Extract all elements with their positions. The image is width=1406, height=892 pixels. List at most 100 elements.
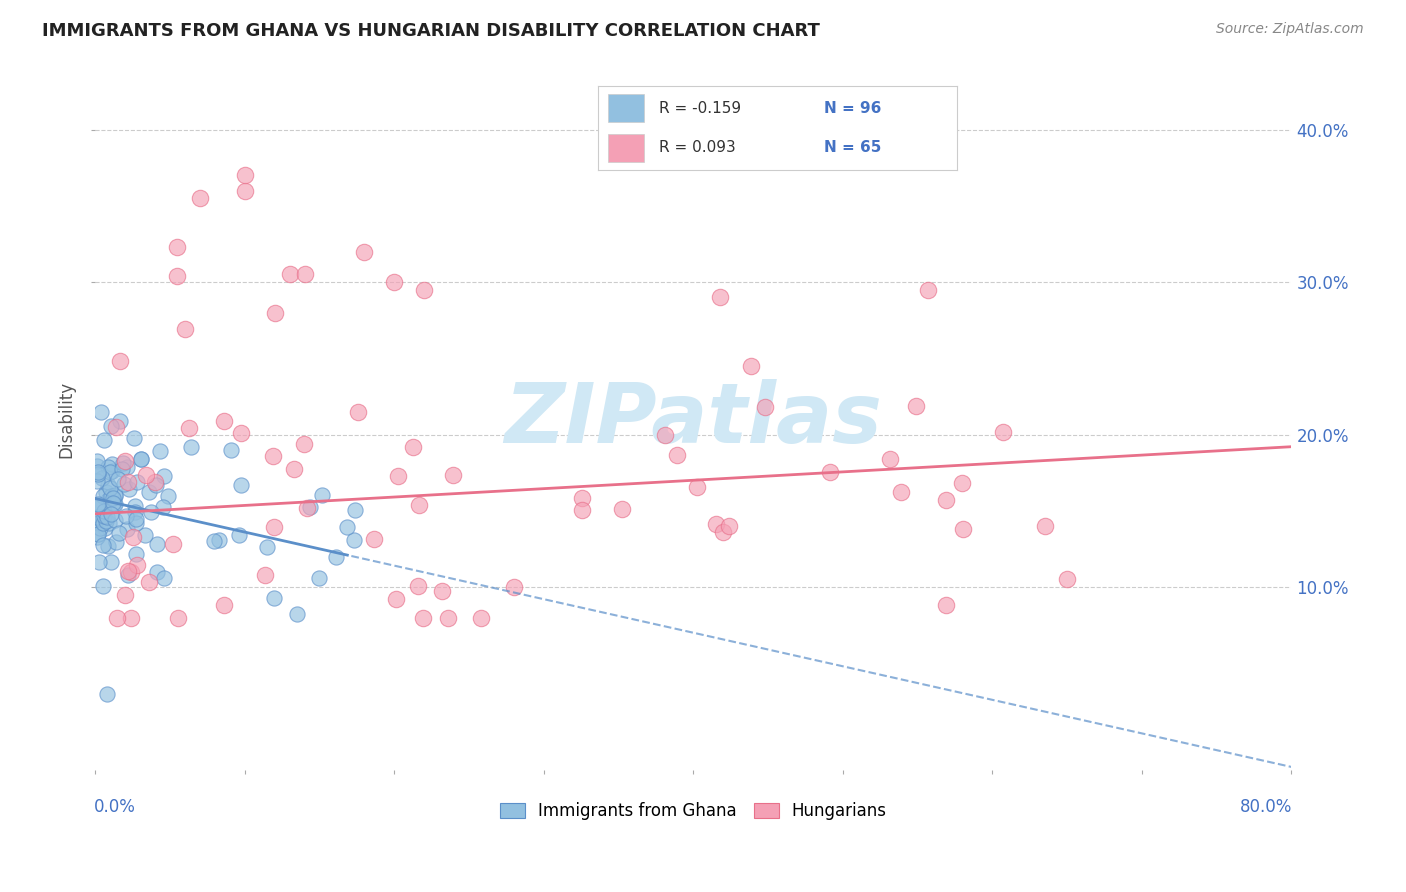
Point: [308, 572, 330, 586]
Point: [124, 499, 146, 513]
Point: [104, 487, 127, 501]
Point: [950, 476, 973, 491]
Point: [402, 440, 425, 454]
Point: [117, 482, 139, 496]
Point: [188, 191, 211, 205]
Point: [89, 498, 111, 512]
Point: [382, 275, 405, 289]
Point: [100, 555, 122, 569]
Point: [86, 527, 108, 541]
Point: [1033, 519, 1056, 533]
Point: [107, 472, 129, 486]
Point: [129, 452, 152, 467]
Point: [86, 459, 108, 474]
Point: [139, 505, 162, 519]
Point: [325, 549, 347, 564]
Point: [104, 489, 127, 503]
Point: [105, 610, 128, 624]
Point: [97, 516, 120, 530]
Point: [97, 493, 120, 508]
Point: [86, 497, 108, 511]
Point: [470, 610, 492, 624]
Point: [138, 484, 160, 499]
Point: [115, 508, 138, 523]
Point: [231, 426, 253, 441]
Point: [253, 567, 276, 582]
Point: [125, 547, 148, 561]
Point: [709, 290, 731, 304]
Point: [100, 465, 122, 479]
Point: [343, 503, 366, 517]
Point: [108, 525, 131, 540]
Point: [97, 478, 120, 492]
Point: [740, 359, 762, 374]
Point: [125, 512, 148, 526]
Point: [112, 456, 135, 470]
Legend: Immigrants from Ghana, Hungarians: Immigrants from Ghana, Hungarians: [495, 797, 891, 825]
Point: [91, 471, 114, 485]
Point: [336, 519, 359, 533]
Point: [654, 428, 676, 442]
Point: [935, 598, 957, 612]
Point: [283, 462, 305, 476]
Point: [125, 516, 148, 530]
Point: [101, 491, 124, 506]
Point: [108, 354, 131, 368]
Point: [100, 489, 122, 503]
Point: [94, 521, 117, 535]
Point: [98, 482, 121, 496]
Point: [124, 505, 146, 519]
Point: [311, 487, 333, 501]
Point: [904, 400, 927, 414]
Point: [86, 454, 108, 468]
Point: [100, 507, 122, 521]
Point: [103, 497, 125, 511]
Text: 0.0%: 0.0%: [94, 798, 136, 816]
Point: [93, 434, 115, 448]
Point: [143, 475, 166, 490]
Point: [818, 465, 841, 479]
Point: [754, 401, 776, 415]
Point: [89, 512, 111, 526]
Point: [86, 466, 108, 480]
Point: [711, 525, 734, 540]
Point: [134, 527, 156, 541]
Point: [87, 467, 110, 481]
Point: [430, 584, 453, 599]
Point: [166, 610, 188, 624]
Text: Source: ZipAtlas.com: Source: ZipAtlas.com: [1216, 22, 1364, 37]
Point: [1056, 573, 1078, 587]
Point: [108, 414, 131, 428]
Point: [571, 491, 593, 506]
Point: [297, 501, 319, 516]
Point: [91, 579, 114, 593]
Point: [294, 268, 316, 282]
Point: [112, 476, 135, 491]
Point: [202, 534, 225, 549]
Point: [162, 537, 184, 551]
Point: [93, 516, 115, 530]
Point: [87, 516, 110, 530]
Point: [406, 579, 429, 593]
Point: [104, 513, 127, 527]
Point: [343, 533, 366, 548]
Point: [346, 405, 368, 419]
Point: [86, 510, 108, 524]
Point: [93, 508, 115, 523]
Text: IMMIGRANTS FROM GHANA VS HUNGARIAN DISABILITY CORRELATION CHART: IMMIGRANTS FROM GHANA VS HUNGARIAN DISAB…: [42, 22, 820, 40]
Point: [890, 485, 912, 500]
Point: [153, 469, 176, 483]
Point: [363, 533, 385, 547]
Point: [952, 522, 974, 536]
Point: [105, 420, 128, 434]
Point: [100, 418, 122, 433]
Point: [135, 468, 157, 483]
Point: [231, 478, 253, 492]
Point: [122, 530, 145, 544]
Point: [166, 239, 188, 253]
Point: [285, 607, 308, 621]
Point: [153, 571, 176, 585]
Point: [114, 454, 136, 468]
Point: [991, 425, 1014, 440]
Text: 80.0%: 80.0%: [1240, 798, 1292, 816]
